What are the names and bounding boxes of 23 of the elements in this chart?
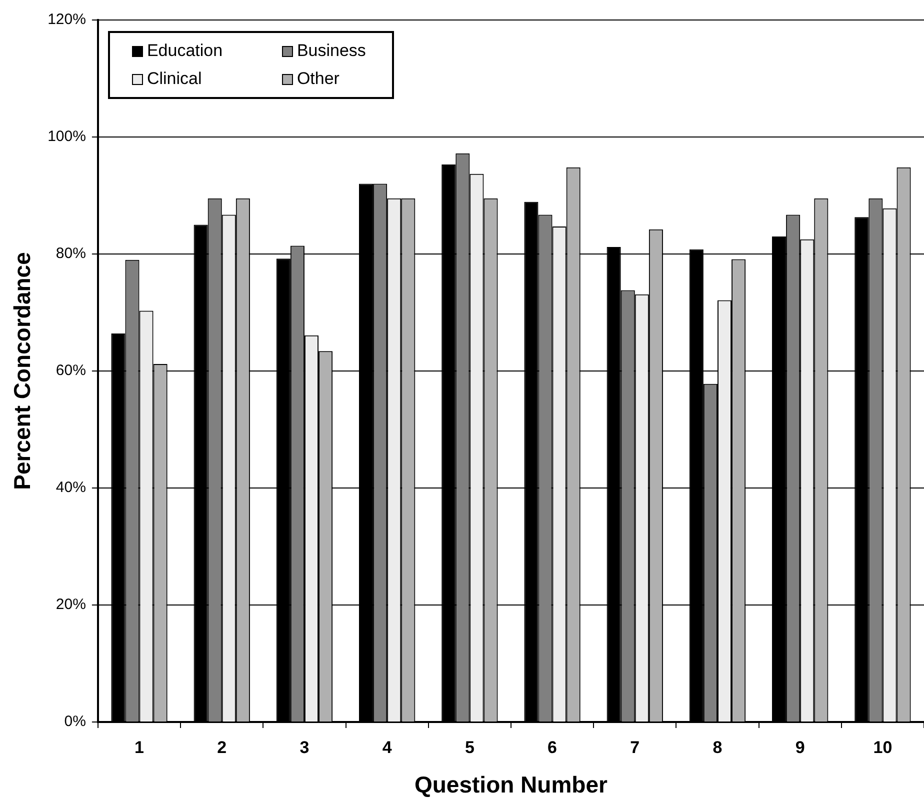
y-tick-label: 120% xyxy=(48,11,86,28)
x-tick-label: 7 xyxy=(630,738,640,757)
y-tick-label: 20% xyxy=(56,596,86,614)
y-tick-label: 60% xyxy=(56,362,86,380)
legend-label: Business xyxy=(296,41,366,61)
x-tick-label: 5 xyxy=(464,738,474,757)
x-axis-title: Question Number xyxy=(414,772,608,798)
y-tick-label: 80% xyxy=(56,245,86,262)
legend-label: Clinical xyxy=(146,69,202,89)
legend-label: Education xyxy=(146,41,223,61)
y-axis-title: Percent Concordance xyxy=(9,252,36,490)
x-tick-label: 2 xyxy=(217,738,227,757)
x-tick-label: 4 xyxy=(382,738,392,757)
legend-label: Other xyxy=(296,69,340,89)
x-tick-label: 6 xyxy=(548,738,558,757)
x-tick-label: 10 xyxy=(873,738,892,757)
x-tick-label: 9 xyxy=(795,738,805,757)
x-tick-label: 3 xyxy=(300,738,310,757)
x-tick-label: 8 xyxy=(712,738,722,757)
y-tick-label: 40% xyxy=(56,479,86,496)
y-tick-label: 0% xyxy=(64,713,86,730)
x-tick-label: 1 xyxy=(134,738,144,757)
y-tick-label: 100% xyxy=(48,128,86,146)
